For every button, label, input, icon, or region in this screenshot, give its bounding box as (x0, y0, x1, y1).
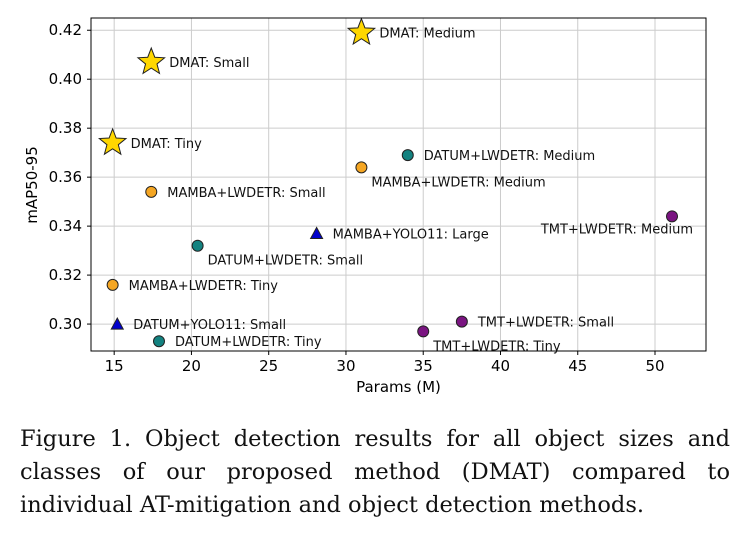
x-axis-label: Params (M) (356, 378, 441, 396)
point-label-tmt-lwdetr-tiny: TMT+LWDETR: Tiny (432, 339, 561, 354)
triangle-marker-mamba-yolo11-large (309, 226, 324, 239)
x-tick-label: 25 (259, 357, 278, 375)
star-marker-dmat-tiny (97, 127, 128, 156)
scatter-chart: DMAT: Medium DMAT: Small DMAT: Tiny DATUM+L… (23, 17, 707, 396)
point-label-dmat-small: DMAT: Small (169, 56, 249, 71)
x-tick-label: 50 (645, 357, 664, 375)
star-marker-dmat-small (136, 46, 166, 75)
x-tick-label: 30 (336, 357, 355, 375)
point-label-dmat-medium: DMAT: Medium (379, 27, 475, 42)
circle-marker-mamba-lwdetr-small (145, 185, 158, 198)
data-labels: DMAT: Medium DMAT: Small DMAT: Tiny DATUM+L… (129, 27, 693, 355)
y-tick-label: 0.30 (49, 315, 82, 333)
axis-ticks: 15 20 25 30 35 40 45 50 0.30 0.32 0.34 0.36 0.38 0.40… (49, 21, 665, 375)
point-label-tmt-lwdetr-small: TMT+LWDETR: Small (477, 316, 614, 331)
star-marker-dmat-medium (346, 17, 377, 46)
triangle-marker-datum-yolo11-small (110, 317, 125, 330)
x-tick-label: 45 (568, 357, 587, 375)
point-label-mamba-lwdetr-tiny: MAMBA+LWDETR: Tiny (129, 279, 279, 294)
point-label-tmt-lwdetr-medium: TMT+LWDETR: Medium (540, 222, 693, 237)
x-tick-label: 40 (491, 357, 510, 375)
point-label-datum-lwdetr-medium: DATUM+LWDETR: Medium (424, 149, 595, 164)
figure-caption: Figure 1. Object detection results for a… (20, 426, 730, 518)
circle-marker-datum-lwdetr-small (191, 239, 204, 252)
x-tick-label: 35 (414, 357, 433, 375)
y-tick-label: 0.40 (49, 70, 82, 88)
x-tick-label: 20 (182, 357, 201, 375)
point-label-datum-lwdetr-tiny: DATUM+LWDETR: Tiny (175, 335, 322, 350)
y-tick-label: 0.32 (49, 266, 82, 284)
circle-marker-tmt-lwdetr-small (455, 315, 468, 328)
circle-marker-datum-lwdetr-medium (401, 149, 414, 162)
circle-marker-mamba-lwdetr-tiny (106, 278, 119, 291)
point-label-datum-yolo11-small: DATUM+YOLO11: Small (133, 318, 286, 333)
circle-marker-datum-lwdetr-tiny (152, 335, 165, 348)
data-points (97, 17, 679, 348)
plot-area-frame (90, 17, 707, 352)
point-label-datum-lwdetr-small: DATUM+LWDETR: Small (208, 254, 364, 269)
y-tick-label: 0.36 (49, 168, 82, 186)
y-tick-label: 0.38 (49, 119, 82, 137)
y-axis-label: mAP50-95 (23, 146, 41, 224)
point-label-mamba-yolo11-large: MAMBA+YOLO11: Large (333, 227, 489, 242)
circle-marker-tmt-lwdetr-tiny (417, 325, 430, 338)
y-tick-label: 0.42 (49, 21, 82, 39)
x-tick-label: 15 (105, 357, 124, 375)
point-label-mamba-lwdetr-small: MAMBA+LWDETR: Small (167, 186, 325, 201)
y-tick-label: 0.34 (49, 217, 82, 235)
circle-marker-tmt-lwdetr-medium (666, 210, 679, 223)
circle-marker-mamba-lwdetr-medium (355, 161, 368, 174)
point-label-mamba-lwdetr-medium: MAMBA+LWDETR: Medium (371, 175, 545, 190)
point-label-dmat-tiny: DMAT: Tiny (131, 137, 203, 152)
grid-lines (91, 18, 706, 351)
